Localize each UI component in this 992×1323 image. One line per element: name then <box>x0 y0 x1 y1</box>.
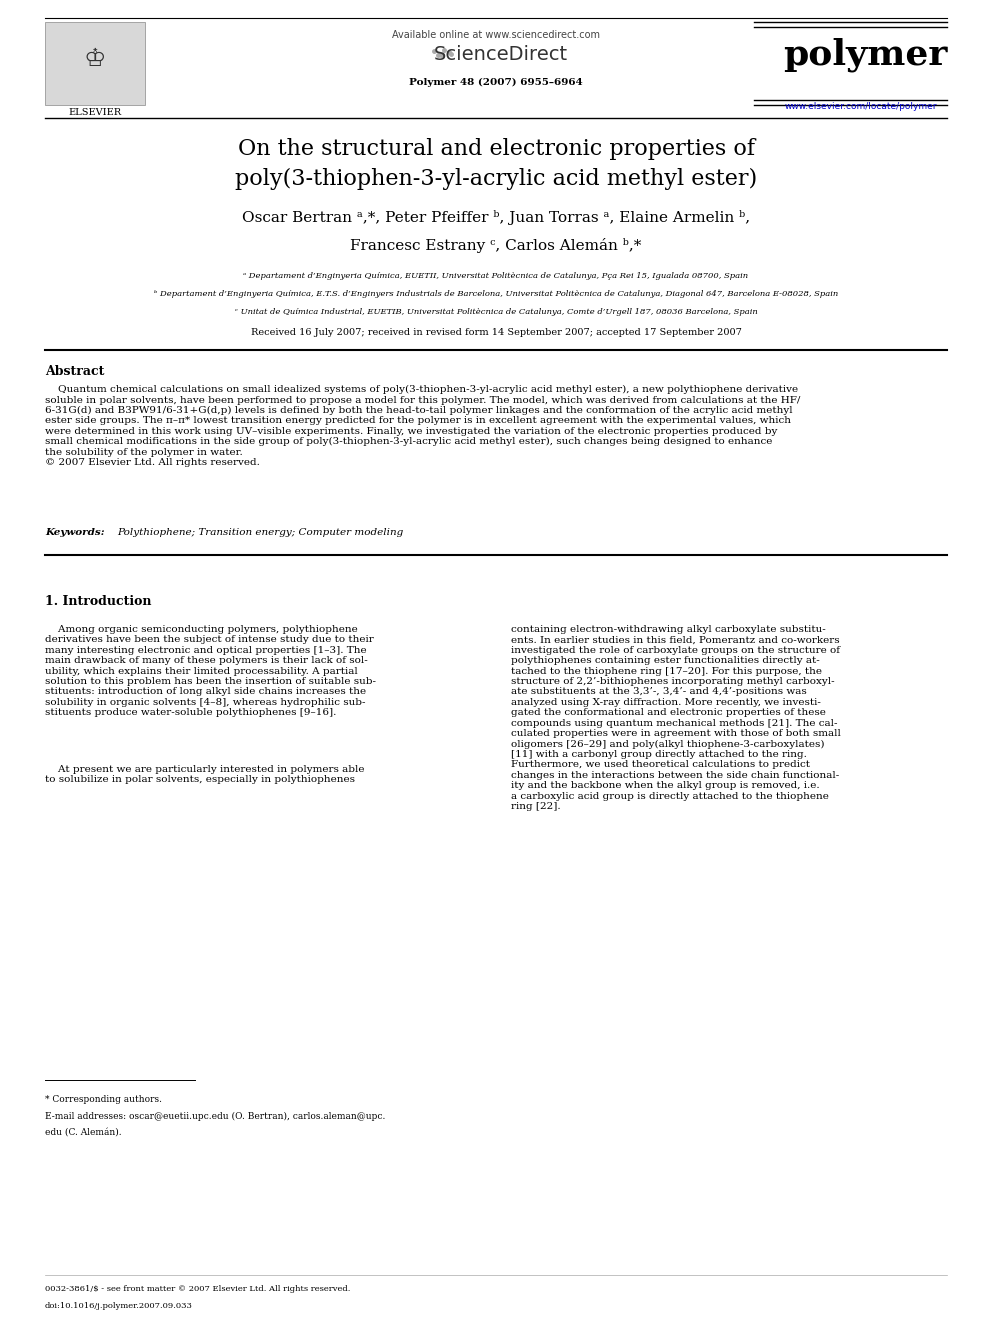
Bar <box>45 22 145 105</box>
Text: poly(3-thiophen-3-yl-acrylic acid methyl ester): poly(3-thiophen-3-yl-acrylic acid methyl… <box>235 168 757 191</box>
Text: Quantum chemical calculations on small idealized systems of poly(3-thiophen-3-yl: Quantum chemical calculations on small i… <box>45 385 801 467</box>
Text: On the structural and electronic properties of: On the structural and electronic propert… <box>237 138 755 160</box>
Text: doi:10.1016/j.polymer.2007.09.033: doi:10.1016/j.polymer.2007.09.033 <box>45 1302 192 1310</box>
Text: Abstract: Abstract <box>45 365 104 378</box>
Text: Available online at www.sciencedirect.com: Available online at www.sciencedirect.co… <box>392 30 600 40</box>
Text: Received 16 July 2007; received in revised form 14 September 2007; accepted 17 S: Received 16 July 2007; received in revis… <box>251 328 741 337</box>
Text: Polymer 48 (2007) 6955–6964: Polymer 48 (2007) 6955–6964 <box>409 78 583 87</box>
Text: Among organic semiconducting polymers, polythiophene
derivatives have been the s: Among organic semiconducting polymers, p… <box>45 624 376 717</box>
Text: 1. Introduction: 1. Introduction <box>45 595 152 609</box>
Text: Oscar Bertran ᵃ,*, Peter Pfeiffer ᵇ, Juan Torras ᵃ, Elaine Armelin ᵇ,: Oscar Bertran ᵃ,*, Peter Pfeiffer ᵇ, Jua… <box>242 210 750 225</box>
Text: edu (C. Alemán).: edu (C. Alemán). <box>45 1129 122 1136</box>
Text: ♔: ♔ <box>83 46 106 70</box>
Text: polymer: polymer <box>783 38 947 73</box>
Text: Keywords:: Keywords: <box>45 528 108 537</box>
Text: ScienceDirect: ScienceDirect <box>434 45 568 64</box>
Text: At present we are particularly interested in polymers able
to solubilize in pola: At present we are particularly intereste… <box>45 765 364 785</box>
Text: www.elsevier.com/locate/polymer: www.elsevier.com/locate/polymer <box>785 102 937 111</box>
Text: ᵇ Departament d’Enginyeria Química, E.T.S. d’Enginyers Industrials de Barcelona,: ᵇ Departament d’Enginyeria Química, E.T.… <box>154 290 838 298</box>
Text: Francesc Estrany ᶜ, Carlos Alemán ᵇ,*: Francesc Estrany ᶜ, Carlos Alemán ᵇ,* <box>350 238 642 253</box>
Text: Polythiophene; Transition energy; Computer modeling: Polythiophene; Transition energy; Comput… <box>117 528 404 537</box>
Text: containing electron-withdrawing alkyl carboxylate substitu-
ents. In earlier stu: containing electron-withdrawing alkyl ca… <box>511 624 841 811</box>
Text: 0032-3861/$ - see front matter © 2007 Elsevier Ltd. All rights reserved.: 0032-3861/$ - see front matter © 2007 El… <box>45 1285 350 1293</box>
Text: ᵃ Departament d’Enginyeria Química, EUETII, Universitat Politècnica de Catalunya: ᵃ Departament d’Enginyeria Química, EUET… <box>243 273 749 280</box>
Text: ELSEVIER: ELSEVIER <box>68 108 122 116</box>
Text: E-mail addresses: oscar@euetii.upc.edu (O. Bertran), carlos.aleman@upc.: E-mail addresses: oscar@euetii.upc.edu (… <box>45 1113 385 1121</box>
Text: * Corresponding authors.: * Corresponding authors. <box>45 1095 162 1103</box>
Text: ᶜ Unitat de Química Industrial, EUETIB, Universitat Politècnica de Catalunya, Co: ᶜ Unitat de Química Industrial, EUETIB, … <box>235 308 757 316</box>
